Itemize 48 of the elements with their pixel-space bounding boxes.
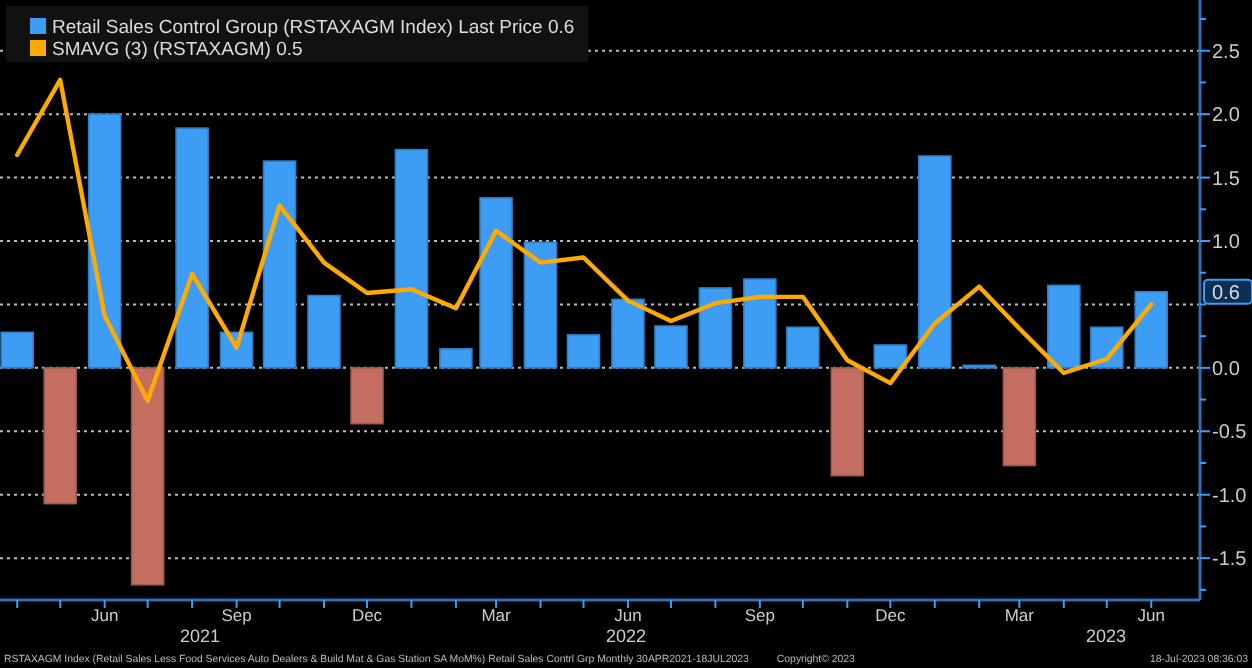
x-tick-label: Sep — [744, 604, 776, 625]
bar — [439, 348, 473, 369]
bar — [1134, 290, 1169, 369]
bar — [830, 367, 865, 477]
bar — [743, 278, 777, 369]
x-tick-label: Mar — [1004, 604, 1035, 625]
x-tick-label: Sep — [221, 604, 253, 625]
bar — [523, 241, 558, 369]
legend-label: Retail Sales Control Group (RSTAXAGM Index) Last Price 0.6 — [52, 16, 575, 39]
y-tick-label: 0.0 — [1212, 358, 1241, 381]
bar — [1047, 284, 1081, 369]
legend-label: SMAVG (3) (RSTAXAGM) 0.5 — [52, 38, 303, 61]
bar — [307, 294, 341, 369]
bar — [917, 155, 952, 369]
bar — [479, 197, 513, 369]
y-tick-label: -1.5 — [1212, 549, 1248, 572]
bar — [130, 367, 165, 586]
bar — [1002, 367, 1037, 467]
bar — [394, 148, 429, 369]
text: 2022 — [605, 625, 647, 646]
y-tick-label: -1.0 — [1212, 485, 1248, 508]
text: 2021 — [179, 625, 221, 646]
x-tick-label: Dec — [875, 604, 907, 625]
annotation: 0.6 — [1212, 282, 1241, 305]
x-tick-label: Jun — [1137, 604, 1166, 625]
bar — [698, 287, 733, 369]
bar — [566, 334, 601, 369]
bar — [175, 127, 209, 369]
x-tick-label: Jun — [614, 604, 643, 625]
bar — [786, 326, 820, 369]
x-tick-label: Dec — [351, 604, 384, 625]
x-tick-label: Jun — [90, 604, 119, 625]
x-tick-label: Mar — [481, 604, 512, 625]
bar — [0, 331, 34, 369]
y-tick-label: 2.5 — [1212, 41, 1241, 64]
bar — [611, 298, 645, 369]
text: 2023 — [1085, 625, 1127, 646]
bar — [262, 160, 297, 369]
bar — [87, 113, 122, 369]
bar — [43, 367, 78, 505]
y-tick-label: 1.0 — [1212, 232, 1241, 255]
bar — [350, 367, 384, 425]
y-tick-label: 1.5 — [1212, 168, 1241, 191]
line-series — [15, 77, 1154, 404]
bar — [873, 344, 908, 369]
bar — [654, 325, 688, 369]
y-tick-label: 2.0 — [1212, 105, 1241, 128]
y-tick-label: -0.5 — [1212, 422, 1248, 445]
